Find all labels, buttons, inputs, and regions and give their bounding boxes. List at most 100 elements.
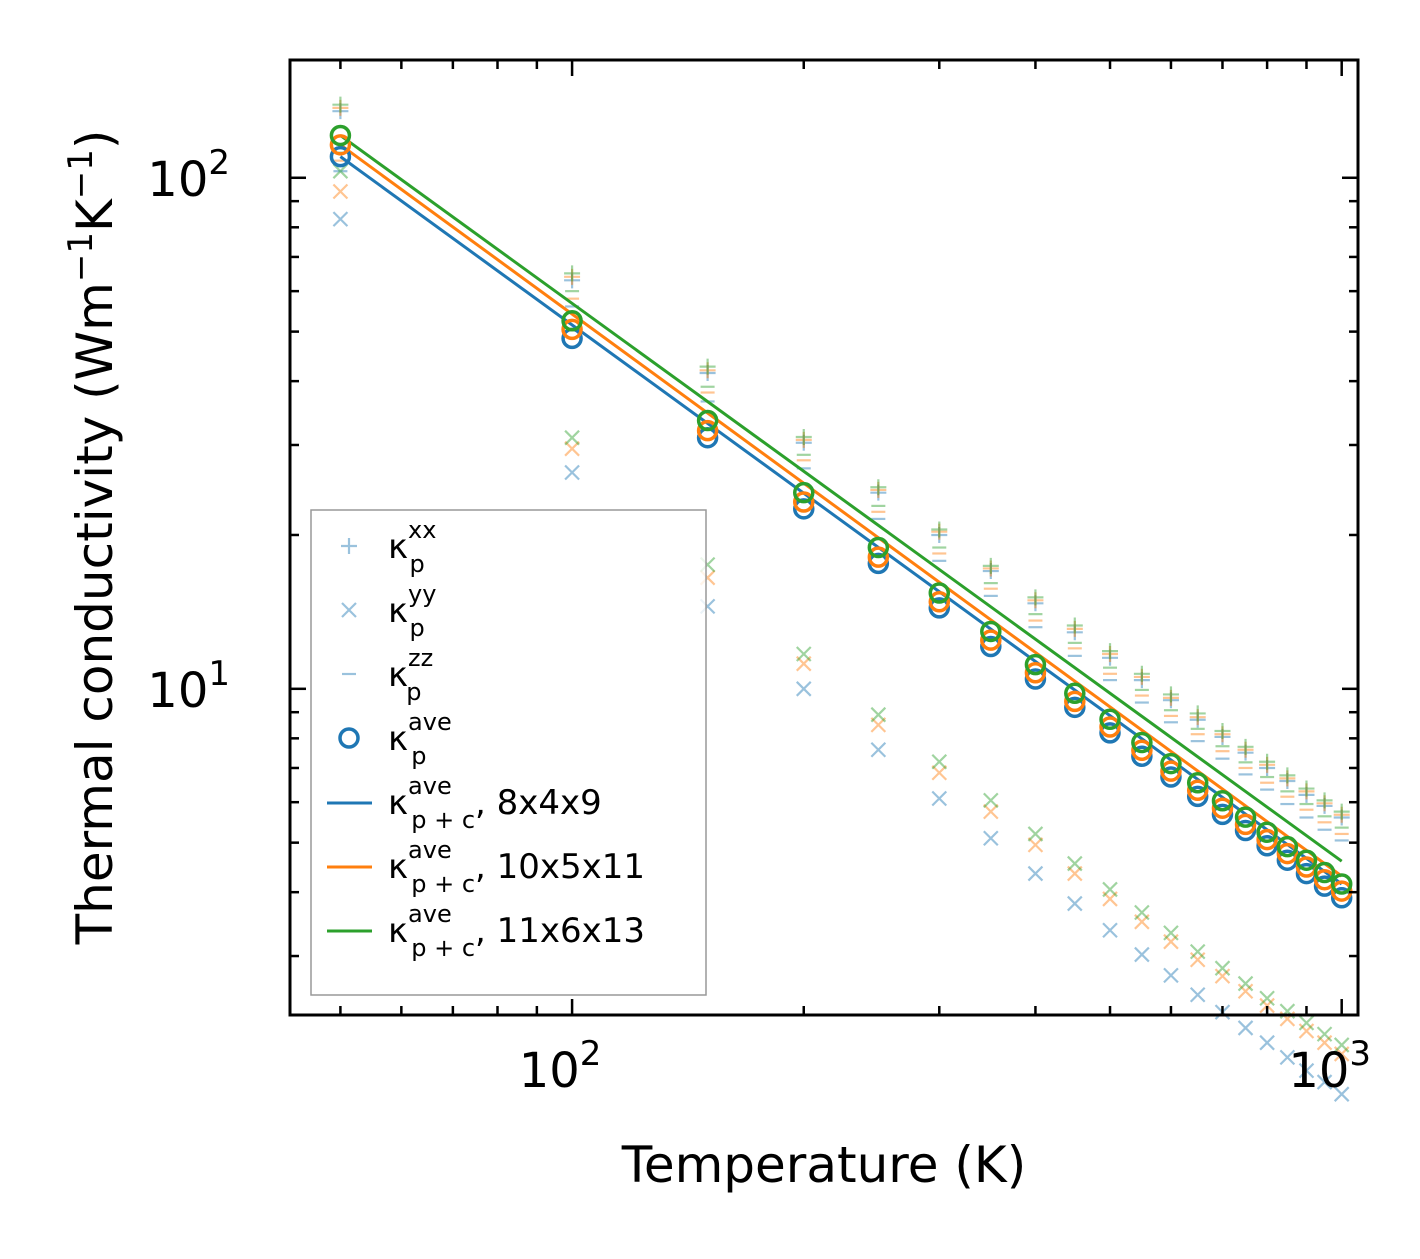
legend-entry-2: κzz p	[342, 644, 433, 706]
point-kxx-800K	[1259, 759, 1276, 776]
point-kxx-950K	[1316, 795, 1333, 812]
point-kave-250K	[867, 552, 890, 575]
point-kxx-850K	[1279, 770, 1296, 787]
point-kxx-100K	[564, 268, 581, 285]
series-2-kxx	[332, 96, 1350, 820]
point-kxx-100K	[564, 265, 581, 282]
point-kxx-550K	[1133, 665, 1150, 682]
series-0-kzz	[333, 170, 1349, 842]
point-kyy-900K	[1298, 1015, 1315, 1031]
point-kyy-50K	[332, 183, 349, 200]
point-kxx-750K	[1237, 741, 1254, 758]
point-kave-400K	[1024, 668, 1047, 690]
legend-entry-6: κave p + c, 11x6x13	[327, 900, 645, 962]
point-kave-50K	[329, 134, 352, 156]
point-kyy-750K	[1237, 1020, 1254, 1036]
point-kave-800K	[1256, 835, 1278, 857]
point-kave-900K	[1295, 849, 1318, 871]
legend-entry-5: κave p + c, 10x5x11	[327, 836, 645, 898]
point-kave-300K	[928, 597, 951, 619]
point-kave-450K	[1064, 682, 1086, 705]
legend-label: κave p	[388, 708, 452, 770]
point-kave-1000K	[1330, 873, 1353, 895]
point-kyy-750K	[1237, 983, 1254, 1000]
point-kxx-550K	[1133, 668, 1150, 685]
point-kave-750K	[1234, 819, 1257, 842]
point-kxx-200K	[795, 428, 812, 445]
point-kxx-500K	[1102, 649, 1119, 666]
point-kyy-950K	[1316, 1074, 1333, 1090]
point-kyy-550K	[1134, 904, 1150, 921]
point-kxx-650K	[1189, 709, 1206, 726]
point-kyy-900K	[1298, 1023, 1315, 1039]
point-kxx-900K	[1298, 783, 1315, 800]
point-kyy-450K	[1067, 895, 1083, 912]
point-kxx-950K	[1316, 792, 1333, 809]
point-kave-300K	[928, 591, 951, 613]
point-kyy-650K	[1189, 986, 1206, 1003]
point-kave-1000K	[1330, 887, 1353, 909]
x-tick-label: 103	[1288, 1034, 1371, 1099]
point-kave-950K	[1313, 861, 1336, 884]
point-kyy-300K	[931, 765, 948, 781]
point-kxx-250K	[870, 481, 887, 498]
point-kxx-450K	[1066, 624, 1083, 641]
point-kyy-800K	[1259, 997, 1275, 1014]
series-1-kxx	[332, 99, 1350, 823]
point-kxx-850K	[1279, 767, 1296, 784]
point-kyy-650K	[1189, 943, 1206, 960]
point-kave-650K	[1186, 779, 1209, 802]
point-kyy-700K	[1214, 968, 1231, 984]
point-kyy-350K	[983, 803, 999, 820]
point-kave-200K	[793, 491, 815, 513]
point-kxx-750K	[1237, 738, 1254, 755]
point-kave-100K	[561, 318, 583, 341]
point-kave-450K	[1064, 696, 1086, 719]
point-kxx-350K	[982, 563, 999, 580]
point-kxx-400K	[1027, 589, 1044, 606]
point-kxx-150K	[699, 362, 716, 379]
point-kxx-150K	[699, 364, 716, 381]
x-axis-label: Temperature (K)	[621, 1136, 1026, 1194]
point-kxx-950K	[1316, 797, 1333, 814]
point-kyy-300K	[931, 790, 948, 807]
legend-box	[310, 509, 707, 996]
point-kxx-800K	[1259, 756, 1276, 773]
point-kave-200K	[793, 498, 815, 520]
point-kave-200K	[793, 481, 815, 504]
point-kyy-750K	[1237, 975, 1254, 992]
point-kave-50K	[329, 145, 352, 168]
point-kxx-800K	[1259, 753, 1276, 770]
point-kyy-450K	[1067, 855, 1083, 872]
point-kxx-350K	[982, 560, 999, 577]
point-kyy-200K	[795, 655, 812, 672]
legend-entry-4: κave p + c, 8x4x9	[327, 772, 602, 834]
point-kave-600K	[1160, 760, 1182, 782]
point-kyy-550K	[1134, 914, 1150, 930]
point-kxx-600K	[1162, 686, 1179, 703]
plot-data-layer	[329, 96, 1353, 1102]
point-kyy-800K	[1259, 1034, 1275, 1051]
point-kyy-400K	[1027, 826, 1044, 842]
point-kxx-250K	[870, 479, 887, 496]
series-0-kxx	[332, 103, 1350, 826]
point-kave-600K	[1160, 752, 1182, 775]
point-kyy-550K	[1134, 946, 1150, 963]
point-kxx-1000K	[1333, 806, 1350, 823]
point-kave-350K	[980, 620, 1002, 643]
point-kave-650K	[1186, 785, 1209, 808]
point-kyy-650K	[1189, 951, 1206, 968]
legend-label: κyy p	[388, 580, 436, 642]
point-kxx-1000K	[1333, 809, 1350, 826]
point-kyy-600K	[1163, 967, 1179, 984]
legend-entry-0: κxx p	[341, 516, 436, 578]
legend-marker-circle	[338, 727, 360, 749]
point-kyy-350K	[983, 792, 999, 809]
point-kave-250K	[867, 536, 890, 559]
point-kave-850K	[1276, 835, 1299, 858]
point-kave-50K	[329, 124, 352, 147]
point-kyy-400K	[1027, 865, 1044, 882]
point-kave-400K	[1024, 653, 1047, 676]
